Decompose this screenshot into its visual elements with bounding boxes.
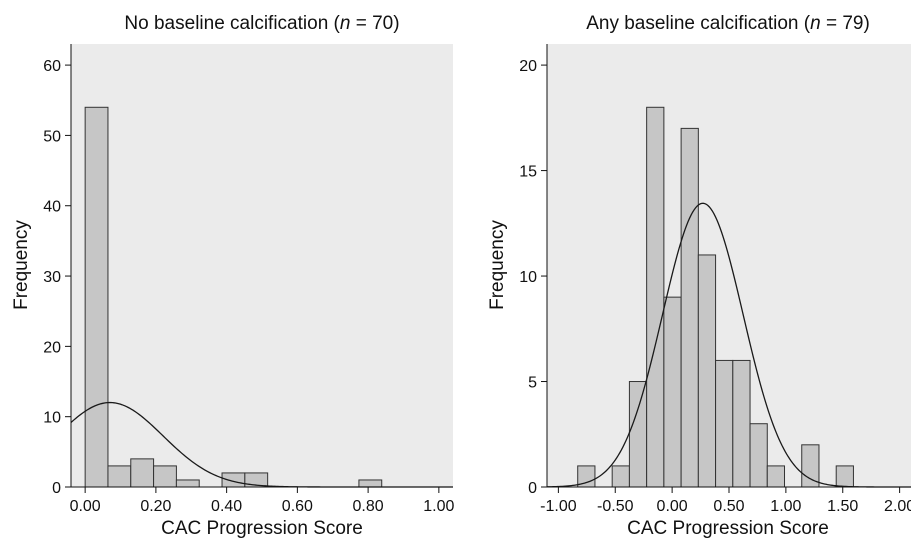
panel-any-baseline-x-tick-label-4: 1.00 <box>770 498 801 515</box>
panel-no-baseline: No baseline calcification (n = 70) 0.00 0… <box>11 13 455 539</box>
panel-any-baseline-x-tick-label-1: -0.50 <box>597 498 634 515</box>
panel-any-baseline-y-tick-label-0: 0 <box>528 480 537 497</box>
panel-no-baseline-y-tick-label-0: 0 <box>52 480 61 497</box>
panel-no-baseline-y-tick-label-4: 40 <box>43 199 61 216</box>
panel-any-baseline-bar-10 <box>749 423 768 488</box>
panel-any-baseline-x-tick-label-3: 0.50 <box>713 498 744 515</box>
panel-no-baseline-x-tick-label-1: 0.20 <box>140 498 171 515</box>
panel-any-baseline-title: Any baseline calcification (n = 79) <box>586 13 870 34</box>
panel-any-baseline-y-tick-label-3: 15 <box>519 164 537 181</box>
panel-any-baseline-bar-3 <box>628 381 648 488</box>
panel-no-baseline-y-axis-label: Frequency <box>11 220 32 310</box>
panel-any-baseline-y-tick-label-4: 20 <box>519 58 537 75</box>
panel-no-baseline-x-tick-label-5: 1.00 <box>423 498 454 515</box>
panel-no-baseline-bar-1 <box>107 465 132 488</box>
panel-any-baseline-x-tick-label-5: 1.50 <box>827 498 858 515</box>
panel-any-baseline-bar-8 <box>715 359 734 488</box>
panel-any-baseline-y-tick-label-1: 5 <box>528 375 537 392</box>
panel-no-baseline-title: No baseline calcification (n = 70) <box>124 13 399 34</box>
panel-no-baseline-y-tick-label-6: 60 <box>43 58 61 75</box>
panel-no-baseline-x-tick-label-3: 0.60 <box>282 498 313 515</box>
panel-no-baseline-plot-area <box>71 44 453 487</box>
panel-no-baseline-bars <box>84 106 383 488</box>
panel-no-baseline-y-tick-label-1: 10 <box>43 410 61 427</box>
panel-no-baseline-bar-4 <box>175 479 200 488</box>
panel-any-baseline-bar-7 <box>697 254 717 488</box>
panel-no-baseline-y-tick-label-5: 50 <box>43 128 61 145</box>
panel-no-baseline-x-ticks: 0.00 0.20 0.40 0.60 0.80 1.00 <box>70 487 455 515</box>
panel-any-baseline-bar-4 <box>646 106 665 488</box>
panel-no-baseline-bar-3 <box>153 465 177 488</box>
panel-any-baseline-bar-2 <box>611 465 630 488</box>
panel-any-baseline-y-tick-label-2: 10 <box>519 269 537 286</box>
panel-no-baseline-x-tick-label-0: 0.00 <box>70 498 101 515</box>
panel-any-baseline-x-axis-label: CAC Progression Score <box>627 518 829 539</box>
panel-any-baseline-x-tick-label-2: 0.00 <box>657 498 688 515</box>
panel-no-baseline-y-tick-label-2: 20 <box>43 339 61 356</box>
panel-any-baseline-x-tick-label-0: -1.00 <box>540 498 577 515</box>
panel-no-baseline-y-ticks: 0 10 20 30 40 50 60 <box>43 58 71 497</box>
panel-any-baseline-x-ticks: -1.00 -0.50 0.00 0.50 1.00 1.50 2.00 <box>540 487 911 515</box>
panel-no-baseline-x-tick-label-4: 0.80 <box>353 498 384 515</box>
panel-no-baseline-bar-2 <box>130 458 155 488</box>
panel-no-baseline-bar-0 <box>84 106 109 488</box>
panel-any-baseline-y-ticks: 0 5 10 15 20 <box>519 58 547 497</box>
panel-no-baseline-bar-12 <box>358 479 383 488</box>
panel-any-baseline-bar-6 <box>680 127 699 488</box>
panel-any-baseline-bar-9 <box>732 359 751 488</box>
panel-any-baseline-bar-11 <box>766 465 786 488</box>
panel-no-baseline-x-axis-label: CAC Progression Score <box>161 518 363 539</box>
panel-any-baseline-bar-15 <box>835 465 854 488</box>
panel-any-baseline: Any baseline calcification (n = 79) -1.0… <box>487 13 911 539</box>
panel-any-baseline-y-axis-label: Frequency <box>487 220 508 310</box>
panel-no-baseline-x-tick-label-2: 0.40 <box>211 498 242 515</box>
panel-no-baseline-bar-6 <box>221 472 246 488</box>
panel-any-baseline-x-tick-label-6: 2.00 <box>884 498 911 515</box>
panel-any-baseline-bar-5 <box>663 296 682 488</box>
panel-any-baseline-bar-13 <box>801 444 820 488</box>
panel-no-baseline-y-tick-label-3: 30 <box>43 269 61 286</box>
